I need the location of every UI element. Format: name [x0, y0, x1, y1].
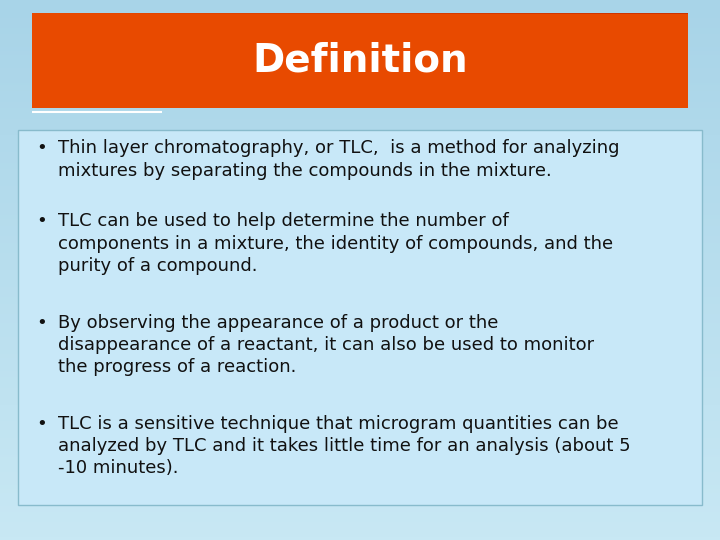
Text: •: •: [36, 415, 47, 433]
Text: •: •: [36, 139, 47, 157]
Text: TLC can be used to help determine the number of
components in a mixture, the ide: TLC can be used to help determine the nu…: [58, 212, 613, 275]
FancyBboxPatch shape: [18, 130, 702, 505]
Text: •: •: [36, 212, 47, 231]
Text: By observing the appearance of a product or the
disappearance of a reactant, it : By observing the appearance of a product…: [58, 314, 594, 376]
Text: TLC is a sensitive technique that microgram quantities can be
analyzed by TLC an: TLC is a sensitive technique that microg…: [58, 415, 630, 477]
Text: Definition: Definition: [252, 42, 468, 80]
Text: Thin layer chromatography, or TLC,  is a method for analyzing
mixtures by separa: Thin layer chromatography, or TLC, is a …: [58, 139, 619, 179]
FancyBboxPatch shape: [32, 14, 688, 108]
Text: •: •: [36, 314, 47, 332]
